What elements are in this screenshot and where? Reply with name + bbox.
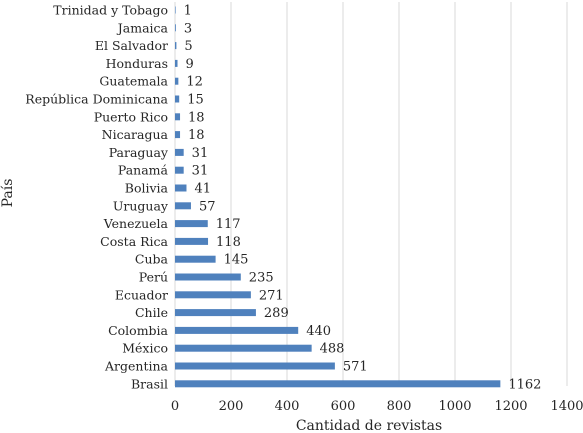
bar [175,95,180,103]
x-tick-labels: 0 200 400 600 800 1000 1200 1400 [171,399,583,414]
value-label: 5 [184,39,192,54]
category-label: Paraguay [109,145,169,160]
bar [175,220,208,228]
bar [175,362,335,370]
bar [175,344,312,352]
category-label: Trinidad y Tobago [53,3,168,18]
category-label: Perú [139,270,168,285]
bar [175,148,184,156]
bar [175,77,179,85]
bar [175,184,187,192]
x-axis-title: Cantidad de revistas [296,418,442,433]
category-label: Brasil [131,376,168,391]
bar [175,42,177,50]
category-labels: Trinidad y Tobago Jamaica El Salvador Hondu… [25,3,169,392]
value-label: 31 [192,146,209,161]
category-label: Cuba [135,252,169,267]
category-label: El Salvador [95,38,168,53]
bar [175,326,299,334]
bar [175,291,251,299]
value-label: 57 [199,199,216,214]
gridlines [174,2,568,386]
value-label: 1 [184,4,192,19]
x-tick-label: 600 [331,399,356,414]
category-label: México [122,341,168,356]
category-label: Costa Rica [100,234,168,249]
bar [175,6,176,14]
category-label: Venezuela [103,216,169,231]
value-label: 235 [249,271,274,286]
category-label: Argentina [104,359,169,374]
bar [175,309,256,317]
value-label: 9 [186,57,194,72]
category-label: República Dominicana [25,92,168,107]
category-label: Honduras [106,56,168,71]
x-tick-label: 200 [219,399,244,414]
value-label: 41 [194,182,211,197]
x-tick-label: 1400 [550,399,583,414]
bar [175,131,181,139]
category-label: Colombia [108,323,168,338]
value-label: 1162 [508,377,541,392]
category-label: Puerto Rico [94,109,168,124]
bar [175,380,501,388]
value-label: 440 [306,324,331,339]
category-label: Ecuador [115,287,168,302]
value-label: 289 [264,306,289,321]
x-tick-label: 800 [387,399,412,414]
x-tick-label: 1000 [438,399,471,414]
category-label: Jamaica [116,20,169,35]
category-label: Bolivia [125,181,169,196]
x-tick-label: 400 [275,399,300,414]
bar [175,166,184,174]
bar [175,24,176,32]
value-label: 3 [184,21,192,36]
bars [175,6,501,388]
x-tick-label: 1200 [494,399,527,414]
value-label: 145 [224,253,249,268]
bar [175,202,191,210]
value-label: 118 [216,235,241,250]
bar [175,59,178,67]
value-label: 271 [259,288,284,303]
bar [175,113,181,121]
bar [175,237,209,245]
value-label: 15 [187,93,204,108]
value-label: 571 [343,360,368,375]
value-label: 12 [186,75,203,90]
value-label: 117 [216,217,241,232]
y-axis-title: País [0,179,16,208]
category-label: Chile [135,305,168,320]
category-label: Guatemala [99,74,168,89]
category-label: Uruguay [113,198,169,213]
bar [175,273,241,281]
x-tick-label: 0 [171,399,179,414]
value-label: 18 [188,128,205,143]
category-label: Nicaragua [102,127,169,142]
value-label: 18 [188,110,205,125]
value-label: 31 [192,164,209,179]
value-label: 488 [320,342,345,357]
bar [175,255,216,263]
category-label: Panamá [118,163,169,178]
